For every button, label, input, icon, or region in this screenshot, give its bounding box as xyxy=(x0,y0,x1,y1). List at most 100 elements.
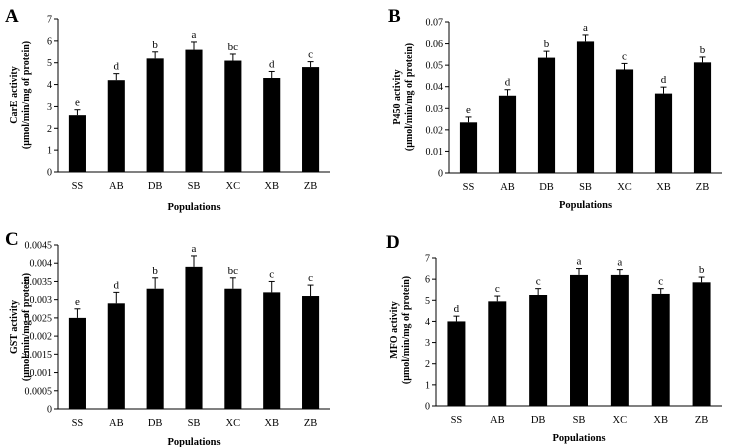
panel-d-mfo-activity-chart: D 0 1 2 3 4 5 6 7 MFO activity(μmol/min/mg of pro… xyxy=(386,232,722,444)
x-category-label: ZB xyxy=(304,181,317,192)
panel-b-p450-activity-chart: B 0 0.01 0.02 0.03 0.04 0.05 0.06 0.07 P450 activ… xyxy=(388,6,722,211)
y-tick-label: 0.03 xyxy=(426,104,444,115)
significance-letter: b xyxy=(700,44,706,56)
y-tick-label: 0.001 xyxy=(30,368,53,379)
x-category-label: XB xyxy=(653,415,668,426)
bar-sb xyxy=(570,274,588,406)
significance-letter: d xyxy=(114,61,120,73)
significance-letter: c xyxy=(495,283,500,295)
x-category-label: AB xyxy=(490,415,505,426)
y-tick-label: 0 xyxy=(47,405,52,416)
y-tick-label: 5 xyxy=(425,296,430,307)
significance-letter: c xyxy=(536,276,541,288)
significance-letter: c xyxy=(622,50,627,62)
bar-ss xyxy=(447,321,466,406)
significance-letter: c xyxy=(658,276,663,288)
bar-xb xyxy=(651,293,670,406)
y-axis-title-line-2: (μmol/min/mg of protein) xyxy=(404,43,415,151)
x-axis-title: Populations xyxy=(167,437,220,447)
x-category-label: XC xyxy=(617,182,632,193)
y-tick-label: 3 xyxy=(425,338,430,349)
panel-c-gst-activity-chart: C 0 0.0005 0.001 0.0015 0.002 0.0025 0.003 0.003… xyxy=(5,229,330,447)
significance-letter: c xyxy=(269,268,274,280)
y-tick-label: 4 xyxy=(47,80,52,91)
bar-db xyxy=(529,295,548,406)
significance-letter: a xyxy=(617,257,622,269)
x-category-label: XC xyxy=(226,418,241,429)
y-axis-title-line-1: CarE activity xyxy=(9,66,20,124)
significance-letter: c xyxy=(308,272,313,284)
bar-db xyxy=(537,57,556,173)
significance-letter: e xyxy=(466,104,471,116)
y-tick-label: 6 xyxy=(425,275,430,286)
y-axis-title-line-1: GST activity xyxy=(9,300,20,354)
y-tick-label: 0.04 xyxy=(426,82,444,93)
bar-sb xyxy=(185,49,203,172)
bar-ab xyxy=(107,303,125,409)
bar-db xyxy=(146,58,164,172)
y-tick-label: 1 xyxy=(47,146,52,157)
panel-label: A xyxy=(5,6,19,27)
x-category-label: SB xyxy=(188,418,201,429)
y-tick-label: 0.0015 xyxy=(25,350,53,361)
bar-ab xyxy=(488,301,507,406)
bar-ss xyxy=(459,122,478,173)
y-tick-label: 0.0035 xyxy=(25,277,53,288)
y-tick-label: 0.0045 xyxy=(25,241,53,252)
significance-letter: b xyxy=(152,265,158,277)
panel-label: C xyxy=(5,229,19,250)
bar-db xyxy=(146,288,164,409)
y-tick-label: 6 xyxy=(47,36,52,47)
x-category-label: ZB xyxy=(304,418,317,429)
x-category-label: DB xyxy=(148,418,163,429)
significance-letter: b xyxy=(544,38,550,50)
bar-xc xyxy=(615,69,634,173)
bar-zb xyxy=(693,62,712,173)
y-tick-label: 7 xyxy=(425,254,430,265)
significance-letter: d xyxy=(661,74,667,86)
x-axis-title: Populations xyxy=(167,202,220,213)
y-tick-label: 7 xyxy=(47,15,52,26)
y-tick-label: 0.002 xyxy=(30,332,53,343)
bar-xc xyxy=(224,60,242,172)
x-category-label: SB xyxy=(573,415,586,426)
y-tick-label: 5 xyxy=(47,58,52,69)
y-tick-label: 0 xyxy=(425,402,430,413)
significance-letter: d xyxy=(269,58,275,70)
bar-zb xyxy=(692,282,711,406)
significance-letter: b xyxy=(699,264,705,276)
x-category-label: SB xyxy=(188,181,201,192)
y-tick-label: 0.01 xyxy=(426,147,444,158)
bar-xb xyxy=(654,93,673,173)
x-category-label: AB xyxy=(109,181,124,192)
x-category-label: DB xyxy=(148,181,163,192)
bar-ss xyxy=(68,317,86,409)
panel-label: D xyxy=(386,232,400,253)
x-axis-title: Populations xyxy=(552,433,605,444)
bar-ab xyxy=(107,80,125,172)
y-axis-title: GST activity(μmol/min/mg of protein) xyxy=(9,273,32,381)
significance-letter: a xyxy=(577,256,582,268)
y-tick-label: 0.0025 xyxy=(25,313,53,324)
x-category-label: SB xyxy=(579,182,592,193)
significance-letter: b xyxy=(152,39,158,51)
bar-xb xyxy=(263,78,281,172)
bar-sb xyxy=(185,266,203,409)
significance-letter: d xyxy=(505,77,511,89)
x-category-label: SS xyxy=(451,415,463,426)
x-category-label: XB xyxy=(264,418,279,429)
y-tick-label: 0 xyxy=(47,168,52,179)
significance-letter: e xyxy=(75,97,80,109)
bar-xc xyxy=(610,274,629,406)
y-tick-label: 0.07 xyxy=(426,18,444,29)
significance-letter: a xyxy=(192,243,197,255)
y-axis-title: MFO activity(μmol/min/mg of protein) xyxy=(389,276,412,384)
bar-sb xyxy=(576,41,595,173)
x-category-label: AB xyxy=(109,418,124,429)
y-axis-title-line-2: (μmol/min/mg of protein) xyxy=(21,41,32,149)
bar-xc xyxy=(224,288,242,409)
y-tick-label: 2 xyxy=(47,124,52,135)
y-tick-label: 0.05 xyxy=(426,61,444,72)
y-tick-label: 0.004 xyxy=(30,259,53,270)
